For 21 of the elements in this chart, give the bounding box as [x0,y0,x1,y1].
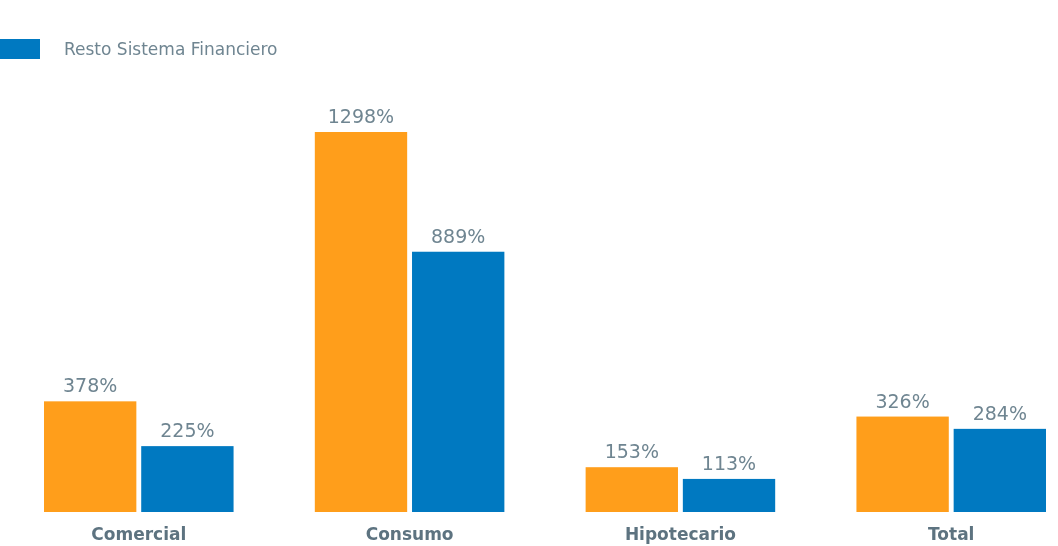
bar [953,428,1046,512]
data-label: 1298% [327,105,395,127]
x-tick-label: Hipotecario [624,524,736,544]
bar [141,446,234,512]
data-label: 378% [63,374,118,397]
x-tick-label: Consumo [365,524,454,544]
data-label: 225% [160,419,215,442]
bar [314,132,408,512]
bar [585,467,678,512]
x-tick-label: Comercial [91,524,187,544]
data-label: 284% [972,401,1027,424]
bar [44,401,137,512]
bar [682,478,776,512]
data-label: 889% [431,224,486,247]
bar [412,251,505,512]
data-label: 153% [604,440,659,463]
legend-label: Resto Sistema Financiero [64,39,278,59]
x-tick-label: Total [927,524,975,544]
bar [856,416,949,512]
data-label: 326% [875,389,930,412]
data-label: 113% [701,451,757,474]
